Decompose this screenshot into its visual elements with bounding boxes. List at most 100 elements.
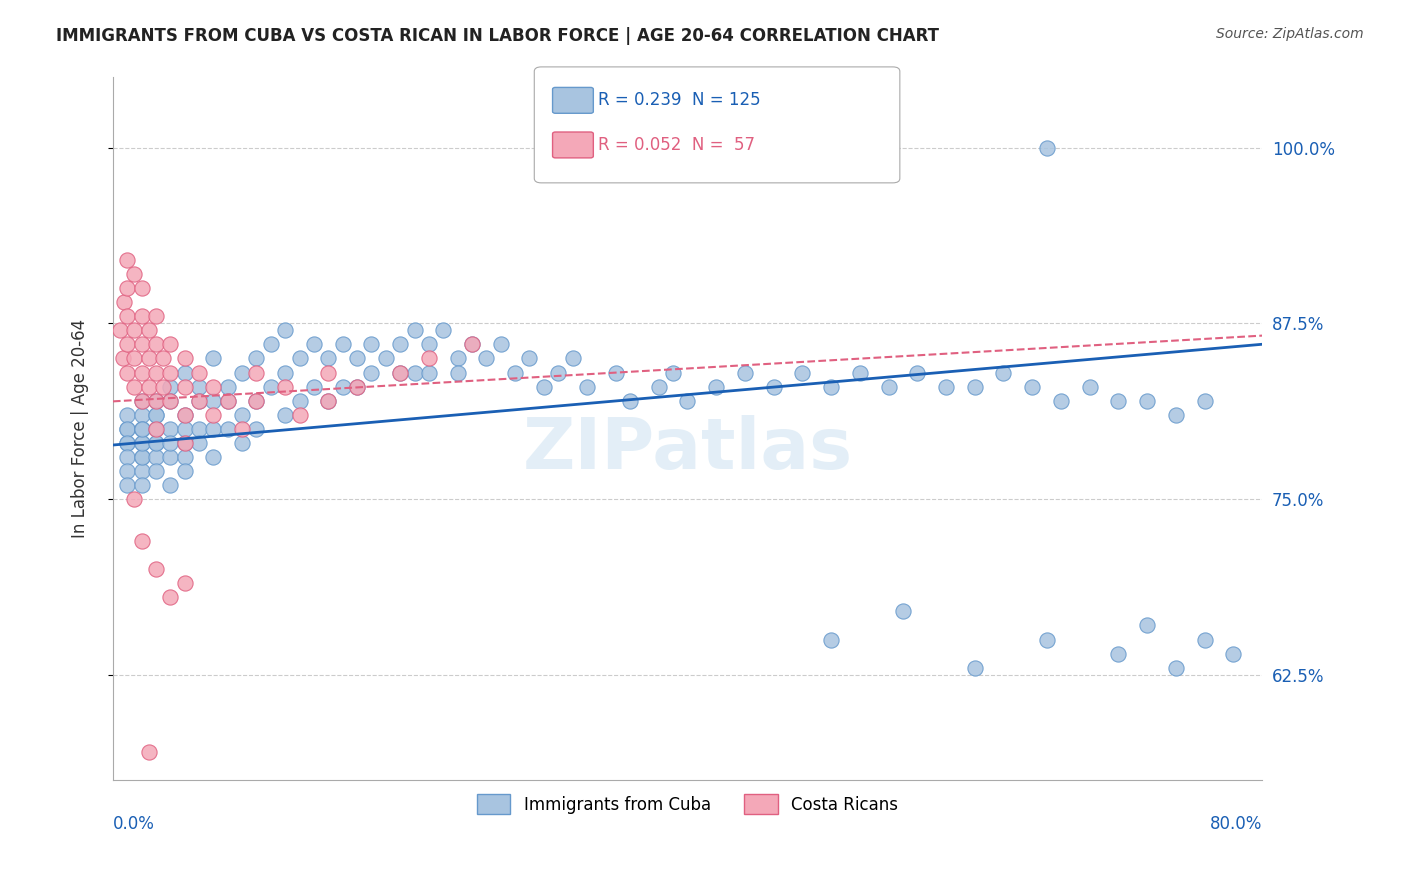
Point [159, 591, 181, 605]
Point [547, 366, 569, 380]
Point [173, 464, 195, 478]
Point [245, 393, 267, 408]
Point [115, 422, 138, 436]
Point [159, 393, 181, 408]
Point [360, 337, 382, 351]
Point [173, 435, 195, 450]
Point [260, 337, 283, 351]
Point [274, 379, 297, 393]
Point [432, 323, 454, 337]
Point [231, 435, 253, 450]
Point [108, 323, 131, 337]
Point [877, 379, 900, 393]
Point [217, 393, 239, 408]
Point [145, 562, 167, 576]
Point [145, 464, 167, 478]
Point [820, 632, 842, 647]
Point [138, 379, 160, 393]
Point [346, 351, 368, 366]
Point [152, 351, 174, 366]
Point [1136, 618, 1159, 632]
Point [131, 534, 153, 549]
Point [318, 351, 340, 366]
Point [489, 337, 512, 351]
Point [792, 366, 814, 380]
Point [131, 450, 153, 464]
Text: ZIPatlas: ZIPatlas [523, 416, 852, 484]
Point [124, 267, 146, 281]
Point [519, 351, 541, 366]
Point [533, 379, 555, 393]
Point [145, 815, 167, 830]
Point [202, 351, 225, 366]
Point [662, 366, 685, 380]
Point [173, 422, 195, 436]
Text: R = 0.239  N = 125: R = 0.239 N = 125 [598, 91, 761, 110]
Point [173, 576, 195, 591]
Y-axis label: In Labor Force | Age 20-64: In Labor Force | Age 20-64 [72, 319, 89, 538]
Point [202, 408, 225, 422]
Point [288, 393, 311, 408]
Point [173, 408, 195, 422]
Text: 0.0%: 0.0% [112, 815, 155, 833]
Point [131, 393, 153, 408]
Point [231, 408, 253, 422]
Point [173, 450, 195, 464]
Point [461, 337, 484, 351]
Point [145, 422, 167, 436]
Point [1136, 393, 1159, 408]
Point [159, 393, 181, 408]
Point [418, 337, 440, 351]
Point [346, 379, 368, 393]
Point [145, 422, 167, 436]
Point [963, 379, 986, 393]
Point [1107, 393, 1129, 408]
Point [274, 323, 297, 337]
Point [173, 379, 195, 393]
Point [124, 323, 146, 337]
Point [115, 464, 138, 478]
Point [131, 422, 153, 436]
Point [145, 393, 167, 408]
Point [131, 464, 153, 478]
Point [217, 422, 239, 436]
Point [274, 366, 297, 380]
Point [188, 435, 211, 450]
Point [112, 295, 135, 310]
Point [159, 337, 181, 351]
Point [145, 310, 167, 324]
Point [1164, 408, 1187, 422]
Point [145, 435, 167, 450]
Point [820, 379, 842, 393]
Legend: Immigrants from Cuba, Costa Ricans: Immigrants from Cuba, Costa Ricans [471, 788, 904, 821]
Point [145, 366, 167, 380]
Point [332, 379, 354, 393]
Point [138, 745, 160, 759]
Point [115, 435, 138, 450]
Point [1164, 660, 1187, 674]
Point [173, 435, 195, 450]
Point [115, 408, 138, 422]
Point [217, 379, 239, 393]
Point [418, 366, 440, 380]
Point [159, 450, 181, 464]
Point [131, 435, 153, 450]
Point [115, 450, 138, 464]
Point [1035, 632, 1057, 647]
Point [891, 604, 914, 618]
Point [131, 478, 153, 492]
Point [202, 393, 225, 408]
Point [159, 379, 181, 393]
Point [1021, 379, 1043, 393]
Point [145, 408, 167, 422]
Point [124, 379, 146, 393]
Point [138, 323, 160, 337]
Point [461, 337, 484, 351]
Point [131, 450, 153, 464]
Point [115, 366, 138, 380]
Point [131, 281, 153, 295]
Point [245, 393, 267, 408]
Point [188, 422, 211, 436]
Point [188, 366, 211, 380]
Point [318, 393, 340, 408]
